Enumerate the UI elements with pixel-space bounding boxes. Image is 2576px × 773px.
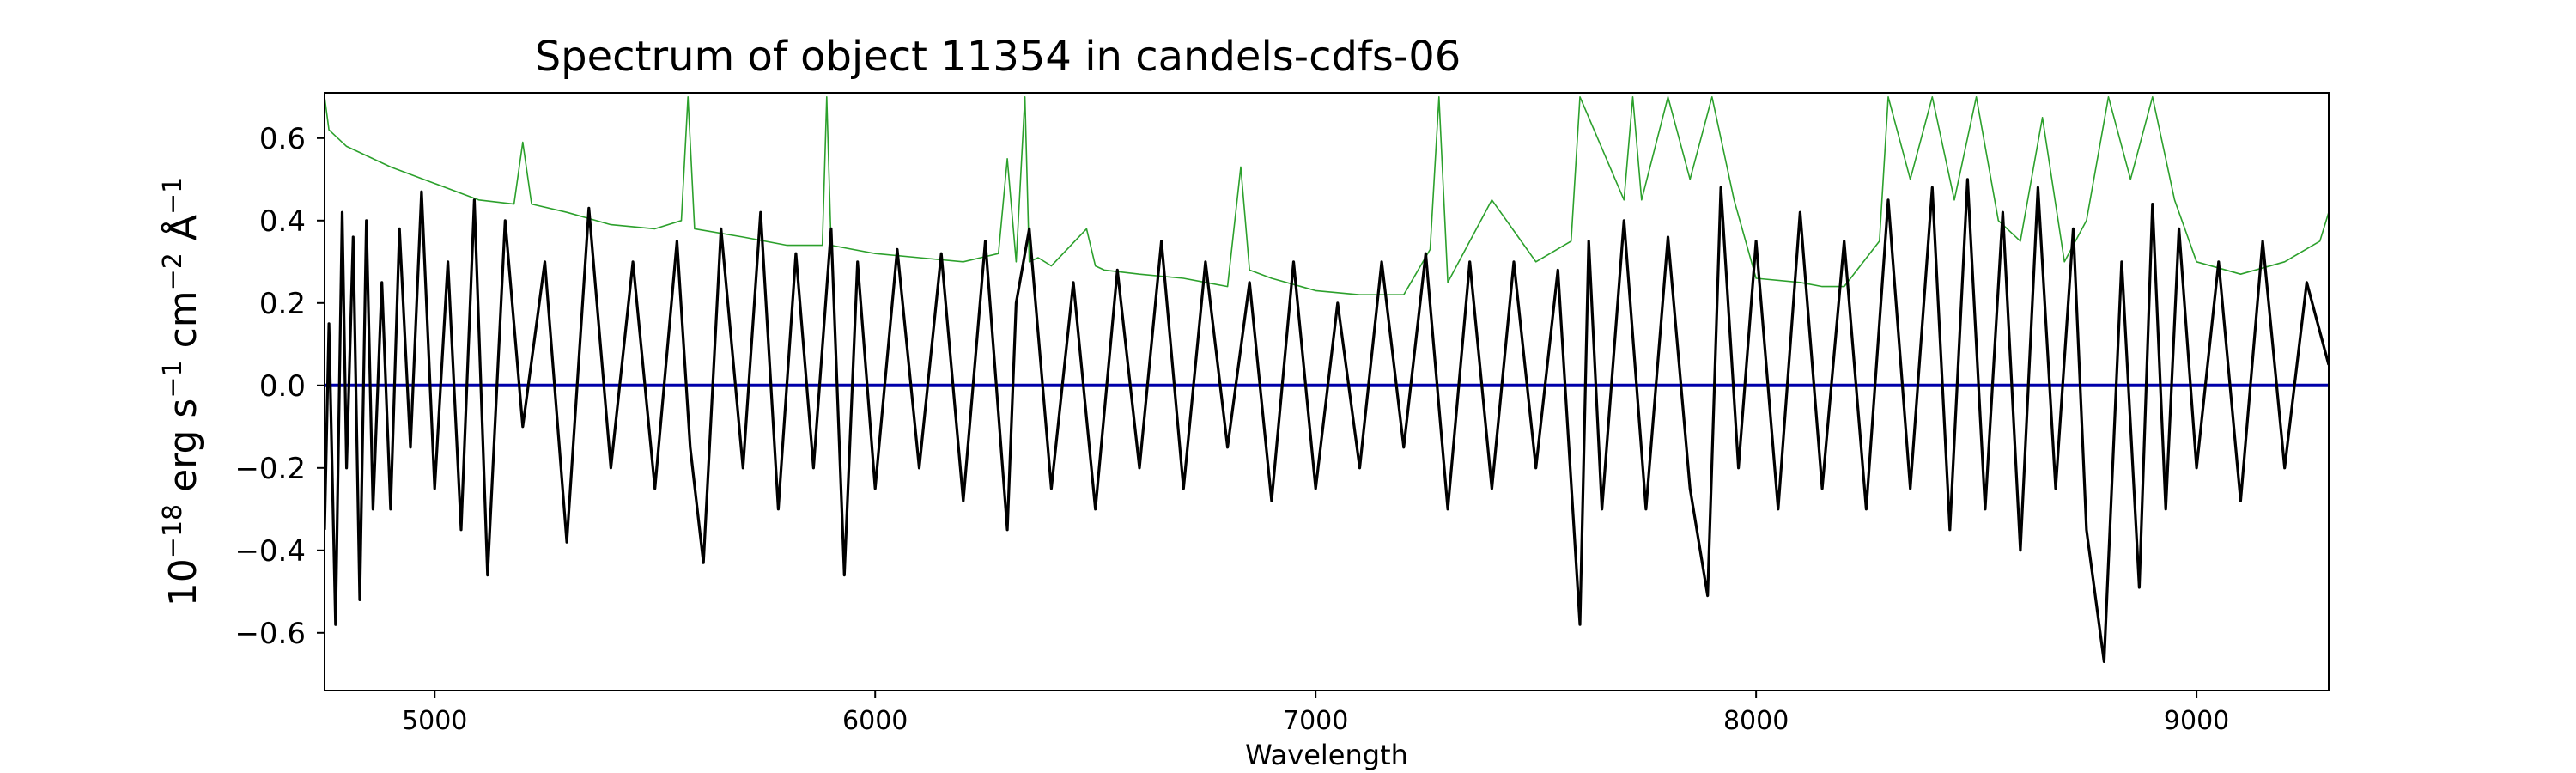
y-tick-label: 0.2	[259, 287, 306, 321]
error-series-line	[325, 96, 2329, 295]
chart-title: Spectrum of object 11354 in candels-cdfs…	[535, 33, 1461, 81]
y-tick-label: −0.4	[234, 534, 306, 569]
flux-series-line	[325, 178, 2329, 663]
x-tick-label: 7000	[1283, 706, 1348, 736]
y-axis-label-base: 10	[161, 558, 205, 606]
y-tick-label: 0.6	[259, 122, 306, 156]
y-axis-label-exp2: −1	[158, 360, 188, 398]
x-axis: 5000 6000 7000 8000 9000	[402, 691, 2229, 736]
y-axis-label-t3: Å	[160, 215, 205, 253]
y-tick-label: 0.0	[259, 369, 306, 404]
y-tick-label: −0.6	[234, 617, 306, 651]
y-tick-label: −0.2	[234, 452, 306, 486]
plot-frame	[324, 92, 2330, 691]
y-axis-label-t2: cm	[161, 290, 205, 360]
x-tick-label: 9000	[2164, 706, 2229, 736]
y-axis-label-t1: erg s	[161, 399, 205, 504]
x-tick-label: 6000	[842, 706, 908, 736]
x-axis-label: Wavelength	[1245, 739, 1408, 771]
y-axis-label-exp4: −1	[158, 177, 188, 215]
plot-area	[325, 96, 2329, 663]
x-tick-label: 8000	[1723, 706, 1789, 736]
x-tick-label: 5000	[402, 706, 467, 736]
y-axis: −0.6 −0.4 −0.2 0.0 0.2 0.4 0.6	[234, 122, 325, 651]
y-axis-label: 10−18 erg s−1 cm−2 Å−1	[158, 177, 206, 606]
y-tick-label: 0.4	[259, 204, 306, 239]
y-axis-label-exp3: −2	[158, 253, 188, 290]
y-axis-label-exp1: −18	[158, 504, 188, 558]
